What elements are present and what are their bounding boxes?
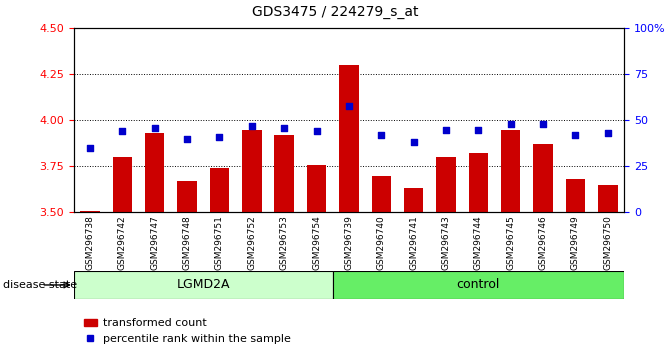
- Text: GSM296747: GSM296747: [150, 215, 159, 270]
- Bar: [566, 179, 585, 212]
- Point: [570, 132, 581, 138]
- Point: [473, 127, 484, 132]
- Text: GSM296754: GSM296754: [312, 215, 321, 270]
- Point: [117, 129, 127, 134]
- Text: GSM296744: GSM296744: [474, 215, 483, 270]
- Bar: [145, 133, 164, 212]
- Point: [279, 125, 290, 131]
- Bar: [242, 130, 262, 212]
- Text: GSM296752: GSM296752: [248, 215, 256, 270]
- Bar: [340, 65, 358, 212]
- Point: [441, 127, 452, 132]
- Bar: [307, 165, 326, 212]
- Point: [85, 145, 95, 151]
- Point: [376, 132, 386, 138]
- Text: GSM296751: GSM296751: [215, 215, 224, 270]
- Point: [537, 121, 548, 127]
- Text: GSM296750: GSM296750: [603, 215, 613, 270]
- Text: GSM296741: GSM296741: [409, 215, 418, 270]
- Text: GSM296749: GSM296749: [571, 215, 580, 270]
- Text: GSM296746: GSM296746: [539, 215, 548, 270]
- Text: GSM296742: GSM296742: [118, 215, 127, 270]
- Bar: [113, 157, 132, 212]
- Bar: [404, 188, 423, 212]
- Bar: [598, 185, 617, 212]
- Point: [603, 130, 613, 136]
- Text: control: control: [457, 279, 500, 291]
- Bar: [468, 154, 488, 212]
- Bar: [210, 168, 229, 212]
- Text: GSM296740: GSM296740: [377, 215, 386, 270]
- Bar: [274, 135, 294, 212]
- Bar: [81, 211, 100, 212]
- Point: [344, 103, 354, 108]
- Text: disease state: disease state: [3, 280, 77, 290]
- Point: [505, 121, 516, 127]
- Point: [311, 129, 322, 134]
- Text: GSM296748: GSM296748: [183, 215, 192, 270]
- Point: [182, 136, 193, 142]
- Bar: [436, 157, 456, 212]
- Text: GSM296743: GSM296743: [442, 215, 450, 270]
- Bar: [333, 271, 624, 299]
- Bar: [372, 176, 391, 212]
- Text: GSM296753: GSM296753: [280, 215, 289, 270]
- Text: GDS3475 / 224279_s_at: GDS3475 / 224279_s_at: [252, 5, 419, 19]
- Text: GSM296745: GSM296745: [506, 215, 515, 270]
- Text: GSM296738: GSM296738: [85, 215, 95, 270]
- Text: LGMD2A: LGMD2A: [176, 279, 230, 291]
- Point: [246, 123, 257, 129]
- Bar: [177, 181, 197, 212]
- Bar: [74, 271, 333, 299]
- Point: [214, 134, 225, 140]
- Point: [150, 125, 160, 131]
- Bar: [501, 130, 521, 212]
- Point: [408, 139, 419, 145]
- Bar: [533, 144, 553, 212]
- Legend: transformed count, percentile rank within the sample: transformed count, percentile rank withi…: [79, 314, 295, 348]
- Text: GSM296739: GSM296739: [344, 215, 354, 270]
